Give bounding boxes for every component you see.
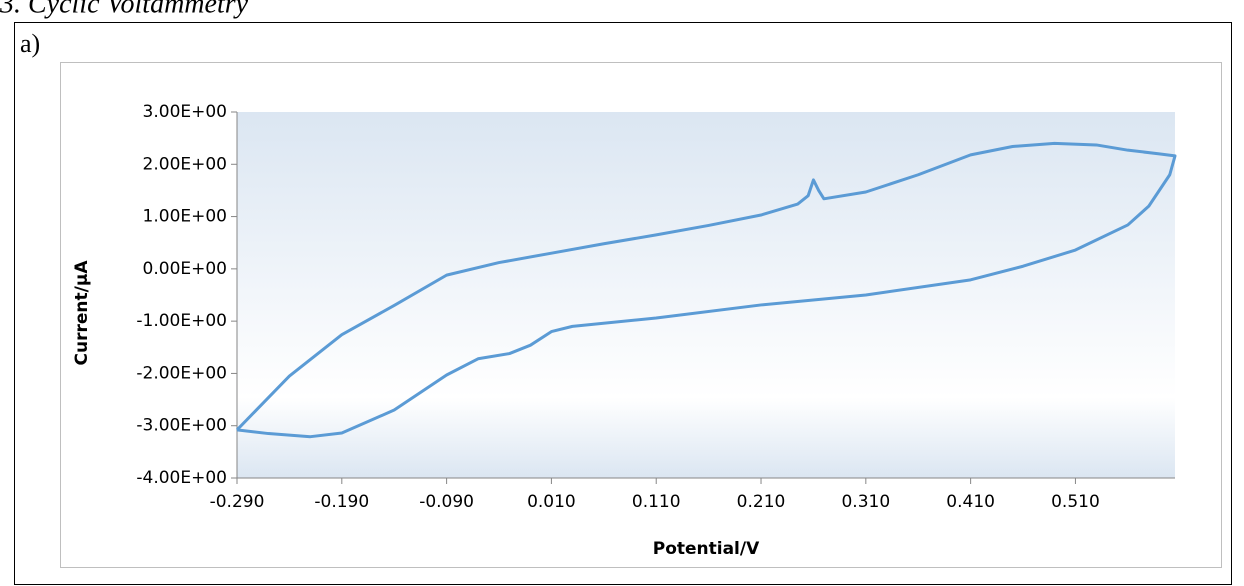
y-tick-label: 1.00E+00: [143, 207, 227, 227]
y-tick-label: 2.00E+00: [143, 154, 227, 174]
x-tick-label: 0.010: [527, 492, 576, 512]
plot-area: [237, 112, 1175, 478]
y-tick-label: 0.00E+00: [143, 259, 227, 279]
y-axis-label: Current/µA: [72, 260, 92, 366]
y-tick-label: -2.00E+00: [136, 363, 227, 383]
panel-label: a): [20, 29, 40, 58]
y-tick-label: -1.00E+00: [136, 311, 227, 331]
x-tick-label: 0.110: [632, 492, 681, 512]
x-tick-label: -0.290: [210, 492, 265, 512]
cv-curve: [235, 141, 1177, 439]
y-tick-label: -3.00E+00: [136, 416, 227, 436]
x-tick-label: 0.510: [1051, 492, 1100, 512]
x-tick-label: -0.090: [419, 492, 474, 512]
x-tick-label: -0.190: [314, 492, 369, 512]
x-tick-label: 0.310: [841, 492, 890, 512]
outer-frame: [14, 22, 1232, 585]
x-tick-label: 0.410: [946, 492, 995, 512]
y-tick-label: -4.00E+00: [136, 468, 227, 488]
x-tick-label: 0.210: [737, 492, 786, 512]
heading: 3. Cyclic Voltammetry: [0, 0, 249, 19]
x-axis-label: Potential/V: [653, 539, 760, 559]
y-tick-label: 3.00E+00: [143, 102, 227, 122]
